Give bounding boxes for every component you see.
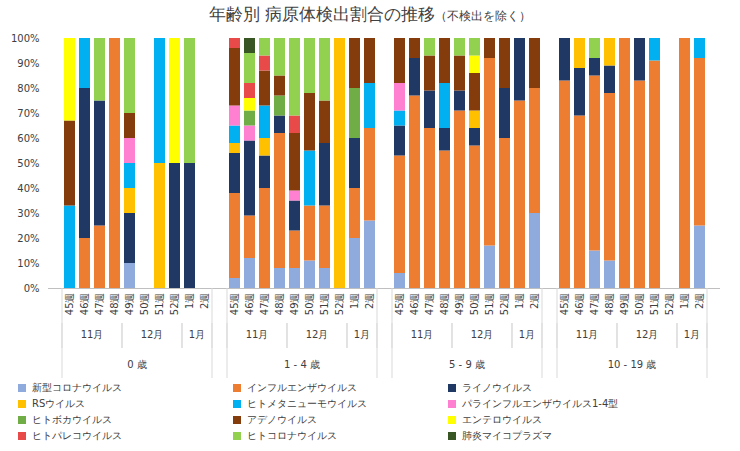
svg-text:45週: 45週 xyxy=(229,293,240,316)
svg-text:1 - 4 歳: 1 - 4 歳 xyxy=(284,359,320,370)
svg-text:100%: 100% xyxy=(11,33,40,44)
svg-text:51週: 51週 xyxy=(484,293,495,316)
svg-text:45週: 45週 xyxy=(559,293,570,316)
html-text:インフルエンザウイルス: インフルエンザウイルス xyxy=(247,381,357,393)
svg-text:50%: 50% xyxy=(17,158,39,169)
svg-text:80%: 80% xyxy=(17,83,39,94)
svg-text:49週: 49週 xyxy=(124,293,135,316)
svg-text:51週: 51週 xyxy=(154,293,165,316)
svg-text:10%: 10% xyxy=(17,258,39,269)
svg-text:1週: 1週 xyxy=(349,293,360,309)
svg-text:1月: 1月 xyxy=(189,329,205,340)
svg-text:12月: 12月 xyxy=(471,329,494,340)
html-text:エンテロウイルス: エンテロウイルス xyxy=(462,413,542,425)
svg-text:11月: 11月 xyxy=(81,329,104,340)
html-text:パラインフルエンザウイルス1-4型: パラインフルエンザウイルス1-4型 xyxy=(462,397,619,409)
svg-text:46週: 46週 xyxy=(79,293,90,316)
svg-text:1週: 1週 xyxy=(184,293,195,309)
html-text:ヒトボカウイルス: ヒトボカウイルス xyxy=(32,413,112,425)
svg-text:0%: 0% xyxy=(24,283,40,294)
svg-text:1月: 1月 xyxy=(354,329,370,340)
svg-text:12月: 12月 xyxy=(306,329,329,340)
svg-text:52週: 52週 xyxy=(169,293,180,316)
svg-text:10 - 19 歳: 10 - 19 歳 xyxy=(608,359,657,370)
svg-text:50週: 50週 xyxy=(304,293,315,316)
svg-text:52週: 52週 xyxy=(334,293,345,316)
html-text:年齢別 病原体検出割合の推移（不検出を除く）: 年齢別 病原体検出割合の推移（不検出を除く） xyxy=(208,4,532,24)
html-text:新型コロナウイルス: 新型コロナウイルス xyxy=(32,381,122,393)
svg-text:50週: 50週 xyxy=(139,293,150,316)
html-text:ヒトメタニューモウイルス: ヒトメタニューモウイルス xyxy=(247,397,367,409)
svg-text:1月: 1月 xyxy=(519,329,535,340)
svg-text:49週: 49週 xyxy=(619,293,630,316)
html-text:RSウイルス: RSウイルス xyxy=(32,397,86,409)
svg-text:47週: 47週 xyxy=(259,293,270,316)
svg-text:40%: 40% xyxy=(17,183,39,194)
svg-text:60%: 60% xyxy=(17,133,39,144)
svg-text:12月: 12月 xyxy=(636,329,659,340)
svg-text:0 歳: 0 歳 xyxy=(127,359,147,370)
svg-text:48週: 48週 xyxy=(604,293,615,316)
svg-text:47週: 47週 xyxy=(589,293,600,316)
html-text:ヒトコロナウイルス: ヒトコロナウイルス xyxy=(247,429,337,441)
html-text:ヒトパレコウイルス: ヒトパレコウイルス xyxy=(32,429,122,441)
svg-text:46週: 46週 xyxy=(409,293,420,316)
svg-text:46週: 46週 xyxy=(574,293,585,316)
svg-text:11月: 11月 xyxy=(246,329,269,340)
svg-text:2週: 2週 xyxy=(364,293,375,309)
svg-text:51週: 51週 xyxy=(649,293,660,316)
svg-text:2週: 2週 xyxy=(694,293,705,309)
svg-text:1月: 1月 xyxy=(684,329,700,340)
svg-text:50週: 50週 xyxy=(469,293,480,316)
svg-text:47週: 47週 xyxy=(94,293,105,316)
svg-text:11月: 11月 xyxy=(576,329,599,340)
svg-text:2週: 2週 xyxy=(529,293,540,309)
svg-text:1週: 1週 xyxy=(679,293,690,309)
svg-text:49週: 49週 xyxy=(454,293,465,316)
svg-text:1週: 1週 xyxy=(514,293,525,309)
svg-text:48週: 48週 xyxy=(439,293,450,316)
svg-text:90%: 90% xyxy=(17,58,39,69)
svg-text:30%: 30% xyxy=(17,208,39,219)
svg-text:52週: 52週 xyxy=(499,293,510,316)
svg-text:45週: 45週 xyxy=(64,293,75,316)
svg-text:11月: 11月 xyxy=(411,329,434,340)
svg-text:70%: 70% xyxy=(17,108,39,119)
svg-text:45週: 45週 xyxy=(394,293,405,316)
svg-text:5 - 9 歳: 5 - 9 歳 xyxy=(449,359,485,370)
svg-text:51週: 51週 xyxy=(319,293,330,316)
html-text:アデノウイルス: アデノウイルス xyxy=(247,413,317,425)
svg-text:47週: 47週 xyxy=(424,293,435,316)
svg-text:46週: 46週 xyxy=(244,293,255,316)
svg-text:2週: 2週 xyxy=(199,293,210,309)
html-text:肺炎マイコプラズマ: 肺炎マイコプラズマ xyxy=(462,429,552,441)
svg-text:52週: 52週 xyxy=(664,293,675,316)
svg-text:50週: 50週 xyxy=(634,293,645,316)
svg-text:49週: 49週 xyxy=(289,293,300,316)
svg-text:12月: 12月 xyxy=(141,329,164,340)
svg-text:48週: 48週 xyxy=(109,293,120,316)
html-text:ライノウイルス: ライノウイルス xyxy=(462,381,532,393)
svg-text:20%: 20% xyxy=(17,233,39,244)
svg-text:48週: 48週 xyxy=(274,293,285,316)
